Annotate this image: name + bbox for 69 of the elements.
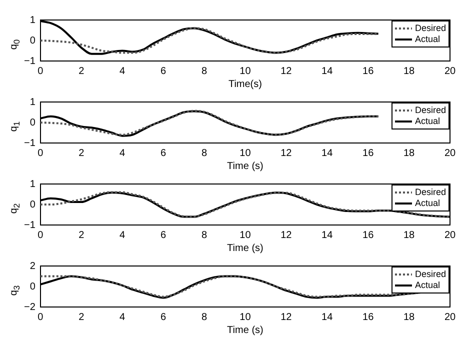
x-tick-label: 10 (240, 66, 252, 77)
y-tick-label: 0 (30, 35, 36, 46)
x-tick-label: 12 (280, 66, 292, 77)
x-tick-label: 12 (280, 148, 292, 159)
line-series (40, 27, 380, 54)
legend-label: Actual (414, 198, 440, 208)
x-tick-label: 20 (444, 312, 456, 323)
y-tick-label: −2 (24, 302, 36, 313)
y-tick-label: −1 (24, 138, 36, 149)
y-tick-label: 1 (30, 14, 36, 26)
x-tick-label: 2 (78, 148, 85, 159)
legend-label: Desired (414, 22, 446, 33)
y-tick-label: −1 (24, 220, 36, 231)
y-tick-label: 0 (30, 199, 36, 210)
x-tick-label: 8 (201, 66, 208, 77)
x-tick-label: 4 (120, 66, 126, 77)
x-tick-label: 8 (201, 148, 208, 159)
legend-label: Desired (414, 268, 446, 279)
x-tick-label: 14 (322, 230, 334, 241)
y-tick-label: −1 (24, 56, 36, 67)
x-axis-title: Time (s) (227, 242, 264, 254)
x-axis-title: Time(s) (228, 78, 262, 90)
y-tick-label: 0 (30, 281, 36, 292)
x-tick-label: 10 (240, 148, 252, 159)
x-tick-label: 0 (38, 312, 44, 323)
legend-label: Desired (414, 104, 446, 115)
legend-label: Actual (414, 280, 440, 290)
x-tick-label: 4 (120, 312, 126, 323)
y-tick-label: 1 (30, 96, 36, 108)
x-tick-label: 6 (160, 230, 166, 241)
y-tick-label: 1 (30, 178, 36, 190)
x-tick-label: 16 (362, 312, 374, 323)
y-tick-label: 2 (30, 260, 36, 272)
x-tick-label: 0 (38, 66, 44, 77)
x-tick-label: 18 (403, 66, 416, 77)
x-tick-label: 4 (120, 230, 126, 241)
x-tick-label: 14 (322, 66, 334, 77)
x-tick-label: 6 (160, 312, 166, 323)
x-tick-label: 16 (362, 148, 374, 159)
x-tick-label: 2 (78, 230, 85, 241)
x-tick-label: 0 (38, 148, 44, 159)
x-tick-label: 16 (362, 230, 374, 241)
x-tick-label: 6 (160, 66, 166, 77)
x-tick-label: 4 (120, 148, 126, 159)
x-tick-label: 2 (78, 312, 85, 323)
x-tick-label: 8 (201, 312, 208, 323)
legend-label: Actual (414, 116, 440, 126)
legend-label: Actual (414, 34, 440, 44)
legend-label: Desired (414, 186, 446, 197)
x-tick-label: 18 (403, 230, 416, 241)
x-tick-label: 8 (201, 230, 208, 241)
x-tick-label: 14 (322, 148, 334, 159)
x-tick-label: 12 (280, 230, 292, 241)
x-tick-label: 10 (240, 312, 252, 323)
x-tick-label: 2 (78, 66, 85, 77)
x-tick-label: 20 (444, 230, 456, 241)
x-tick-label: 6 (160, 148, 166, 159)
x-tick-label: 18 (403, 148, 416, 159)
x-tick-label: 10 (240, 230, 252, 241)
x-axis-title: Time (s) (227, 160, 264, 172)
x-tick-label: 12 (280, 312, 292, 323)
x-axis-title: Time (s) (227, 324, 264, 336)
x-tick-label: 0 (38, 230, 44, 241)
x-tick-label: 16 (362, 66, 374, 77)
y-tick-label: 0 (30, 117, 36, 128)
x-tick-label: 18 (403, 312, 416, 323)
x-tick-label: 14 (322, 312, 334, 323)
x-tick-label: 20 (444, 148, 456, 159)
x-tick-label: 20 (444, 66, 456, 77)
